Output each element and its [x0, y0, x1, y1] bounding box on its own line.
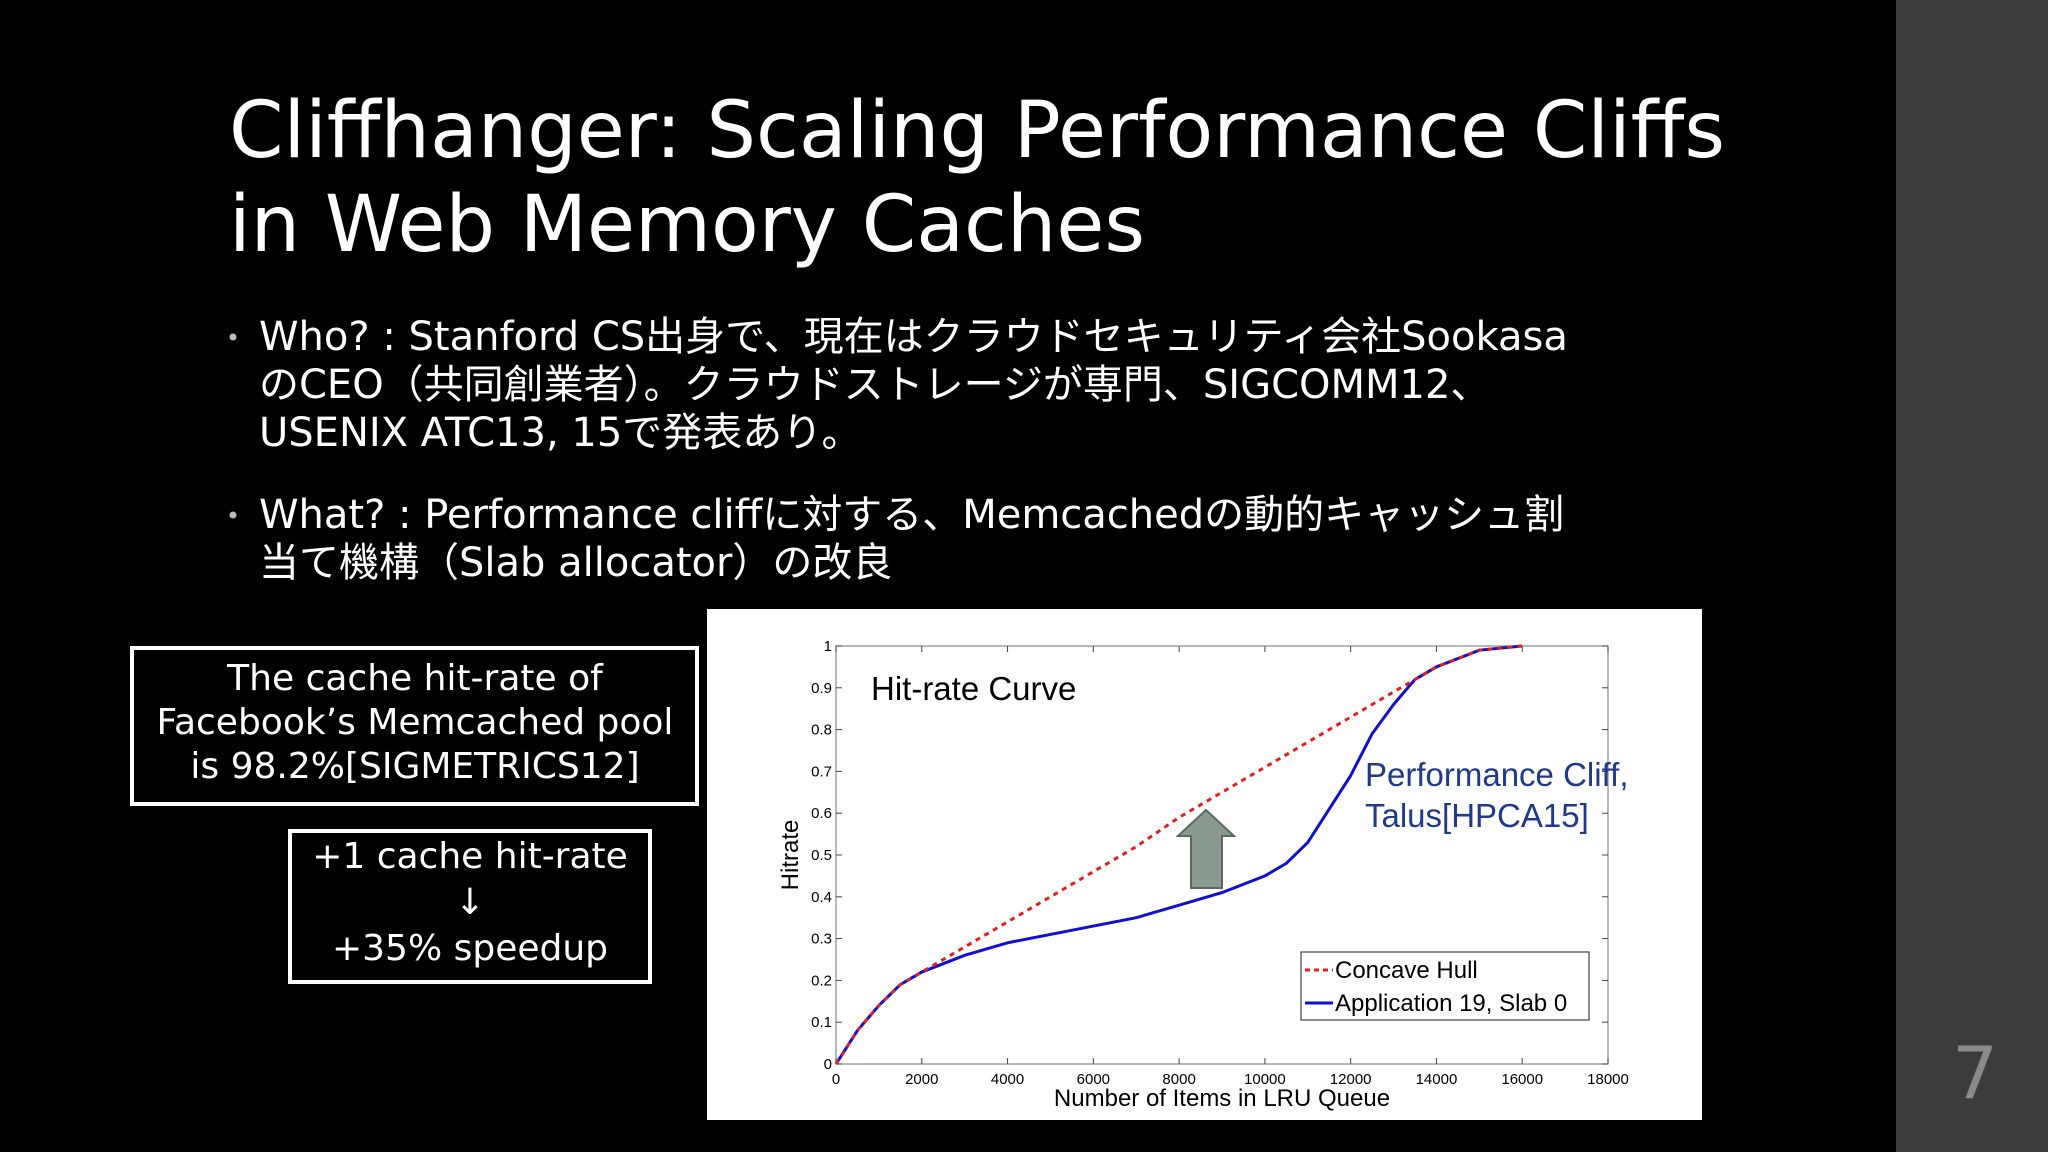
- y-tick-label: 0.6: [811, 805, 832, 822]
- slide-title: in Web Memory Caches: [229, 180, 1145, 270]
- y-tick-label: 0.9: [811, 680, 832, 697]
- note-text: The cache hit-rate of: [226, 658, 604, 699]
- arrow: [1175, 808, 1237, 889]
- x-tick-label: 4000: [991, 1071, 1024, 1088]
- y-tick-label: 0.7: [811, 763, 832, 780]
- side-strip: [1896, 0, 2048, 1152]
- note-text: Facebook’s Memcached pool: [157, 702, 674, 743]
- y-tick-label: 0.4: [811, 889, 832, 906]
- note-text: ↓: [455, 882, 485, 923]
- y-tick-label: 0.3: [811, 931, 832, 948]
- y-tick-label: 1: [824, 638, 832, 655]
- x-tick-label: 0: [832, 1071, 840, 1088]
- legend-label: Concave Hull: [1335, 957, 1478, 984]
- y-tick-label: 0: [824, 1056, 832, 1073]
- series-line: [834, 644, 1523, 1065]
- y-tick-label: 0.1: [811, 1014, 832, 1031]
- bullet-text: USENIX ATC13, 15で発表あり。: [259, 410, 861, 456]
- x-tick-label: 10000: [1244, 1071, 1286, 1088]
- bullet-dot: [229, 511, 237, 519]
- x-tick-label: 6000: [1077, 1071, 1110, 1088]
- page-number: 7: [1952, 1031, 1998, 1115]
- y-tick-label: 0.8: [811, 722, 832, 739]
- note-text: +1 cache hit-rate: [312, 836, 628, 877]
- note-text: is 98.2%[SIGMETRICS12]: [190, 746, 639, 787]
- annotation: Performance Cliff,: [1365, 756, 1628, 793]
- annotation: Hit-rate Curve: [871, 670, 1076, 707]
- x-tick-label: 16000: [1501, 1071, 1543, 1088]
- bullet-text: 当て機構（Slab allocator）の改良: [259, 540, 892, 586]
- legend-box: [1300, 951, 1590, 1021]
- x-axis-label: Number of Items in LRU Queue: [1054, 1085, 1390, 1112]
- slide-title: Cliffhanger: Scaling Performance Cliffs: [229, 86, 1725, 176]
- legend-label: Application 19, Slab 0: [1335, 990, 1567, 1017]
- chart: 0 0.1 0.2 0.3 0.4 0.5 0.6 0.7 0.8 0.9 1 0 2000 4000 60…: [777, 638, 1629, 1112]
- bullet-text: のCEO（共同創業者）。クラウドストレージが専門、SIGCOMM12、: [259, 362, 1490, 408]
- x-tick-label: 8000: [1162, 1071, 1195, 1088]
- annotation: Talus[HPCA15]: [1365, 797, 1589, 834]
- bullet-text: What? : Performance cliffに対する、Memcachedの…: [259, 492, 1564, 538]
- y-axis-label: Hitrate: [777, 820, 804, 891]
- x-tick-label: 14000: [1416, 1071, 1458, 1088]
- y-tick-label: 0.2: [811, 972, 832, 989]
- y-tick-label: 0.5: [811, 847, 832, 864]
- bullet-dot: [229, 333, 237, 341]
- note-box: [288, 829, 652, 984]
- x-tick-label: 2000: [905, 1071, 938, 1088]
- x-tick-label: 12000: [1330, 1071, 1372, 1088]
- note-box: [130, 646, 699, 806]
- x-tick-label: 18000: [1587, 1071, 1629, 1088]
- bullet-text: Who? : Stanford CS出身で、現在はクラウドセキュリティ会社Soo…: [259, 314, 1568, 360]
- note-text: +35% speedup: [332, 928, 608, 969]
